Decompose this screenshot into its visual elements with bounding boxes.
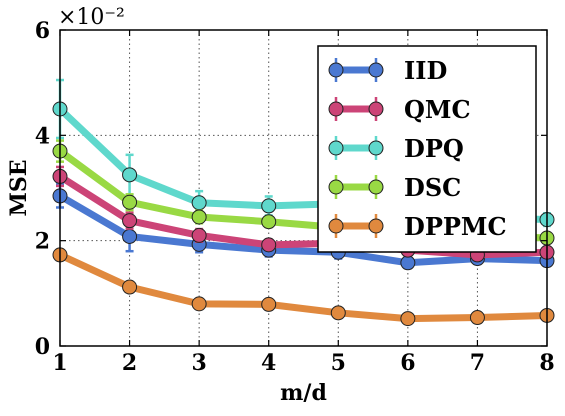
legend-item-dsc: DSC [328, 173, 461, 202]
x-tick-label: 1 [52, 350, 67, 376]
data-point [469, 310, 485, 326]
x-tick-label: 7 [470, 350, 485, 376]
legend: IID QMC DPQ DSC DPPMC [317, 45, 537, 253]
legend-label: QMC [404, 95, 471, 124]
legend-swatch-marker [328, 218, 344, 234]
legend-item-dppmc: DPPMC [328, 212, 507, 241]
data-point [261, 214, 277, 230]
ticks-layer: 1 2 3 4 5 6 7 8 0 2 4 6 [35, 18, 555, 376]
x-tick-label: 4 [261, 350, 276, 376]
legend-swatch-marker [328, 140, 344, 156]
data-point [122, 167, 138, 183]
y-tick-label: 0 [35, 334, 50, 360]
series-line [58, 251, 548, 323]
data-point [122, 228, 138, 244]
legend-label: DPPMC [404, 212, 507, 241]
legend-item-iid: IID [328, 56, 447, 85]
legend-swatch-marker [368, 101, 384, 117]
data-point [261, 198, 277, 214]
y-multiplier-label: ×10⁻² [58, 5, 125, 30]
data-point [330, 305, 346, 321]
x-tick-label: 3 [191, 350, 206, 376]
data-point [191, 227, 207, 243]
data-point [122, 194, 138, 210]
legend-swatch-marker [328, 62, 344, 78]
legend-swatch-marker [328, 101, 344, 117]
data-point [261, 237, 277, 253]
y-axis-label: MSE [6, 159, 32, 216]
legend-swatch-marker [368, 218, 384, 234]
y-tick-label: 2 [35, 229, 50, 255]
legend-label: IID [404, 56, 447, 85]
x-tick-label: 2 [122, 350, 137, 376]
y-tick-label: 4 [35, 123, 50, 149]
series-dppmc [52, 247, 555, 327]
series-line [58, 173, 548, 259]
data-point [191, 195, 207, 211]
data-point [191, 209, 207, 225]
data-point [261, 296, 277, 312]
legend-swatch-marker [368, 179, 384, 195]
data-point [122, 213, 138, 229]
x-tick-label: 6 [400, 350, 415, 376]
legend-item-dpq: DPQ [328, 134, 464, 163]
data-point [191, 296, 207, 312]
legend-label: DSC [404, 173, 461, 202]
y-tick-label: 6 [35, 18, 50, 44]
legend-label: DPQ [404, 134, 464, 163]
legend-item-qmc: QMC [328, 95, 471, 124]
series-line [58, 192, 548, 267]
data-point [400, 311, 416, 327]
legend-swatch-marker [368, 62, 384, 78]
x-axis-label: m/d [280, 380, 327, 406]
data-point [122, 279, 138, 295]
legend-swatch-marker [368, 140, 384, 156]
x-tick-label: 5 [331, 350, 346, 376]
x-tick-label: 8 [539, 350, 554, 376]
plot-frame [59, 29, 548, 347]
legend-swatch-marker [328, 179, 344, 195]
data-point [400, 255, 416, 271]
